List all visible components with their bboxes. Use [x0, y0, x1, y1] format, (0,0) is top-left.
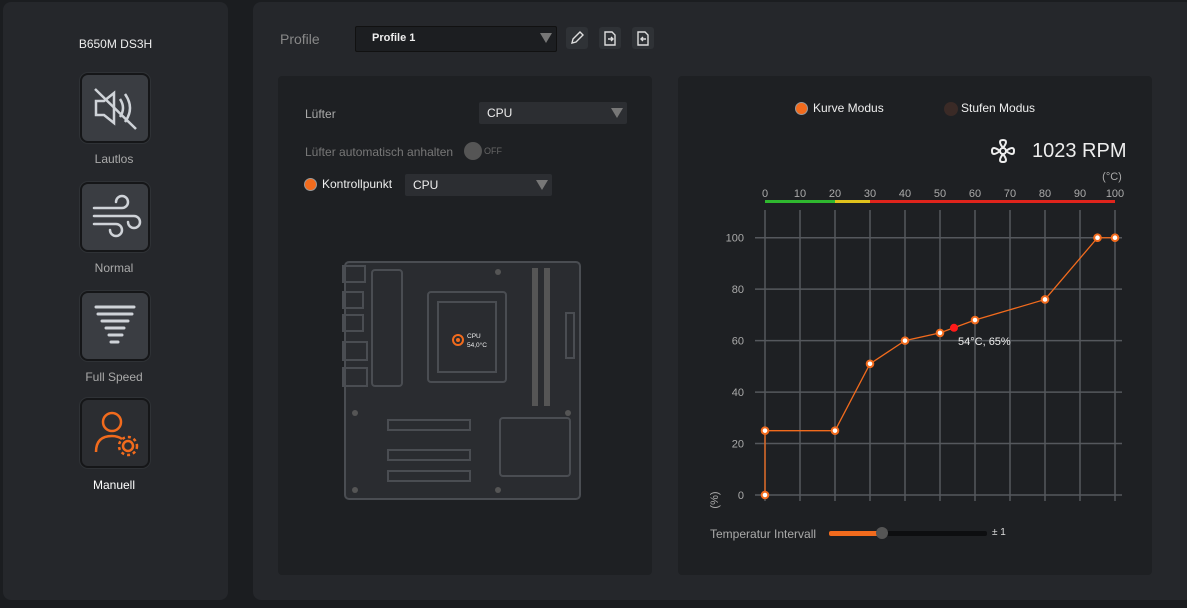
- icon: [604, 31, 616, 46]
- rpm: 1023 RPM: [1032, 140, 1127, 162]
- icon: [571, 31, 584, 44]
- x-tick-label: 90: [1074, 188, 1086, 200]
- icon: [94, 305, 136, 344]
- motherboard: CPU 54,0°C: [342, 261, 581, 500]
- curve-point[interactable]: [1110, 233, 1120, 243]
- y-tick-label: 100: [726, 233, 744, 245]
- fan-curve-panel: [678, 76, 1152, 575]
- x-tick-label: 0: [762, 188, 768, 200]
- temp-bar: [870, 200, 1115, 203]
- mode-label: Kurve Modus: [813, 101, 884, 115]
- mode-radio[interactable]: [795, 102, 808, 115]
- x-tick-label: 80: [1039, 188, 1051, 200]
- fan-label: Lüfter: [305, 107, 336, 121]
- cpu-label: CPU: [467, 333, 481, 340]
- icon: [637, 31, 649, 46]
- curve-point[interactable]: [935, 328, 945, 338]
- checkpoint-dropdown[interactable]: CPU: [405, 174, 552, 196]
- x-tick-label: 60: [969, 188, 981, 200]
- current-point: [950, 323, 958, 332]
- slider-knob[interactable]: [876, 527, 888, 539]
- x-tick-label: 20: [829, 188, 841, 200]
- mode-label: Full Speed: [85, 370, 143, 384]
- checkpoint-value: CPU: [413, 178, 439, 192]
- auto-stop-label: Lüfter automatisch anhalten: [305, 145, 454, 159]
- current-point-label: 54°C, 65%: [958, 336, 1011, 348]
- mode-label: Manuell: [92, 478, 136, 492]
- fan-curve: [764, 237, 1115, 495]
- mode-label: Stufen Modus: [961, 101, 1036, 115]
- curve-point[interactable]: [1040, 295, 1050, 304]
- mode-label: Normal: [94, 261, 134, 275]
- import-button[interactable]: [632, 27, 654, 49]
- mode-radio[interactable]: [944, 102, 958, 116]
- slider-fill: [829, 531, 883, 536]
- curve-point[interactable]: [900, 336, 910, 345]
- y-label: (%): [709, 491, 721, 508]
- profile-label: Profile: [280, 31, 320, 47]
- arrow: [611, 108, 623, 118]
- mode-button[interactable]: [80, 73, 150, 143]
- curve-point[interactable]: [1093, 233, 1102, 243]
- icon: [94, 411, 139, 457]
- x-tick-label: 100: [1106, 188, 1124, 200]
- icon: [92, 194, 142, 238]
- interval-label: Temperatur Intervall: [710, 527, 817, 541]
- temp-bar: [835, 200, 870, 203]
- arrow: [540, 33, 552, 43]
- profile-value: Profile 1: [372, 32, 416, 44]
- profile-dropdown[interactable]: Profile 1: [355, 26, 557, 52]
- toggle-state: OFF: [484, 146, 502, 156]
- y-tick-label: 20: [732, 439, 744, 451]
- mode-label: Lautlos: [94, 152, 134, 166]
- icon: [94, 88, 137, 130]
- mode-button[interactable]: [80, 182, 150, 252]
- checkpoint-radio[interactable]: [304, 178, 317, 191]
- interval-value: ± 1: [992, 527, 1006, 538]
- mode-button[interactable]: [80, 398, 150, 468]
- curve-point[interactable]: [760, 426, 770, 435]
- fan-curve-chart: (°C) (%) 0 10 20 30 40 50 60 70 80 90 100 0 20 40 60 80…: [709, 171, 1124, 509]
- y-tick-label: 60: [732, 336, 744, 348]
- device-title: B650M DS3H: [78, 37, 153, 51]
- fan-value: CPU: [487, 106, 513, 120]
- interval-slider[interactable]: [829, 527, 987, 539]
- x-tick-label: 70: [1004, 188, 1016, 200]
- curve-point[interactable]: [970, 315, 980, 325]
- arrow: [536, 180, 548, 190]
- fan-dropdown[interactable]: CPU: [479, 102, 627, 124]
- cpu-temp: 54,0°C: [467, 341, 487, 349]
- curve-point[interactable]: [865, 359, 875, 369]
- curve-point[interactable]: [760, 490, 770, 500]
- export-button[interactable]: [599, 27, 621, 49]
- fan-icon: [990, 138, 1016, 164]
- y-tick-label: 0: [738, 490, 744, 502]
- x-tick-label: 30: [864, 188, 876, 200]
- x-tick-label: 40: [899, 188, 911, 200]
- x-tick-label: 50: [934, 188, 946, 200]
- toggle-knob: [464, 142, 482, 160]
- curve-point[interactable]: [830, 426, 840, 435]
- checkpoint-label: Kontrollpunkt: [322, 177, 393, 191]
- mode-button[interactable]: [80, 291, 150, 361]
- edit-button[interactable]: [566, 27, 588, 49]
- x-unit: (°C): [1102, 171, 1122, 183]
- x-tick-label: 10: [794, 188, 806, 200]
- temp-bar: [765, 200, 835, 203]
- y-tick-label: 40: [732, 387, 744, 399]
- y-tick-label: 80: [732, 284, 744, 296]
- auto-stop-toggle[interactable]: OFF: [464, 142, 504, 160]
- sidebar: B650M DS3H Lautlos Normal Full Speed Man…: [3, 2, 228, 600]
